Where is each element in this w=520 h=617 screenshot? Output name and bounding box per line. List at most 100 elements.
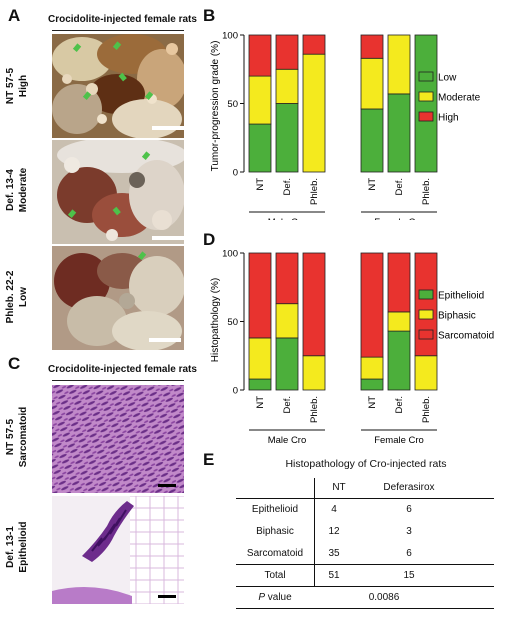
bar-phleb-biphasic	[302, 355, 326, 391]
bar-def-moderate	[275, 68, 299, 104]
legend-label: Sarcomatoid	[438, 331, 494, 342]
x-tick-label: Phleb.	[309, 396, 320, 423]
bar-phleb-biphasic	[414, 355, 438, 391]
group-label: Male Cro	[268, 217, 307, 220]
panel-c-row-label-2: Def. 13-1 Epithelioid	[5, 521, 29, 573]
legend-label: Low	[438, 73, 457, 84]
bar-nt-biphasic	[248, 337, 272, 380]
table-e-header-nt: NT	[332, 482, 346, 493]
legend-label: High	[438, 113, 459, 124]
x-tick-label: Def.	[282, 178, 293, 195]
x-tick-label: NT	[255, 178, 266, 191]
chart-b-ylabel: Tumor-progression grade (%)	[210, 41, 221, 172]
photo-a-def-13-4	[52, 140, 184, 244]
bar-nt-moderate	[248, 75, 272, 125]
chart-b: Tumor-progression grade (%) 0 50 100 NT Def.…	[210, 31, 481, 221]
panel-a-row-label-3: Phleb. 22-2 Low	[5, 270, 29, 324]
bar-nt-epithelioid	[360, 378, 384, 391]
table-e-row-label: Biphasic	[256, 526, 294, 537]
panel-label-c: C	[8, 354, 21, 373]
bar-def-high	[275, 34, 299, 70]
panel-a-title-rule	[52, 30, 184, 31]
bar-nt-low	[248, 123, 272, 173]
bar-phleb-sarcomatoid	[414, 252, 438, 357]
bar-phleb-low	[414, 34, 438, 173]
panel-a-row-label-2: Def. 13-4 Moderate	[5, 167, 29, 213]
group-label: Female Cro	[374, 217, 424, 220]
table-e: NT Deferasirox Epithelioid 4 6 Biphasic …	[236, 478, 494, 609]
bar-nt-low	[360, 108, 384, 173]
panel-a-title: Crocidolite-injected female rats	[48, 14, 197, 25]
x-tick-label: Phleb.	[421, 396, 432, 423]
bar-nt-biphasic	[360, 356, 384, 380]
bar-def-epithelioid	[387, 330, 411, 391]
legend-swatch	[418, 309, 434, 320]
histology-image-sarcomatoid	[52, 385, 184, 493]
bar-phleb-high	[302, 34, 326, 55]
panel-a-row-label-1: NT 57-5 High	[5, 67, 29, 105]
bar-def-sarcomatoid	[387, 252, 411, 313]
photo-a-phleb-22-2	[52, 246, 184, 350]
table-e-vertical-rule	[314, 478, 315, 586]
bar-def-epithelioid	[275, 337, 299, 391]
panel-c-title: Crocidolite-injected female rats	[48, 364, 197, 375]
table-e-cell: 12	[328, 526, 340, 537]
bar-nt-sarcomatoid	[360, 252, 384, 358]
legend-label: Biphasic	[438, 311, 476, 322]
x-tick-label: Def.	[394, 178, 405, 195]
group-label: Female Cro	[374, 435, 424, 443]
panel-c-title-rule	[52, 380, 184, 381]
legend-swatch	[418, 71, 434, 82]
x-tick-label: Phleb.	[309, 178, 320, 205]
photo-a-nt-57-5	[52, 34, 184, 138]
legend-swatch	[418, 111, 434, 122]
table-e-cell: 51	[328, 570, 340, 581]
x-tick-label: NT	[367, 178, 378, 191]
y-tick-label: 0	[233, 386, 238, 397]
table-e-row-label: Sarcomatoid	[246, 548, 304, 559]
table-e-cell: 15	[403, 570, 415, 581]
x-tick-label: NT	[255, 396, 266, 409]
table-e-row-label: Epithelioid	[251, 504, 299, 515]
y-tick-label: 50	[227, 317, 238, 328]
legend-swatch	[418, 289, 434, 300]
chart-d-ylabel: Histopathology (%)	[210, 278, 221, 362]
table-e-total-rule	[236, 564, 494, 565]
table-e-row-label: Total	[264, 570, 286, 581]
panel-c-row-label-1: NT 57-5 Sarcomatoid	[5, 406, 29, 468]
histology-image-epithelioid	[52, 496, 184, 604]
bar-def-biphasic	[387, 311, 411, 332]
panel-label-d: D	[203, 230, 216, 249]
table-e-bottom-rule	[236, 608, 494, 609]
bar-nt-high	[248, 34, 272, 77]
table-e-cell: 3	[406, 526, 412, 537]
bar-def-low	[387, 93, 411, 173]
chart-d: Histopathology (%) 0 50 100 NT Def. Phleb. Mal…	[210, 249, 494, 444]
bar-nt-moderate	[360, 57, 384, 110]
y-tick-label: 0	[233, 168, 238, 179]
bar-phleb-moderate	[302, 53, 326, 173]
bar-def-moderate	[387, 34, 411, 95]
panel-label-e: E	[203, 450, 215, 469]
y-tick-label: 50	[227, 99, 238, 110]
table-e-title: Histopathology of Cro-injected rats	[285, 458, 447, 470]
panel-label-b: B	[203, 6, 216, 25]
bar-def-biphasic	[275, 303, 299, 339]
table-e-pvalue-label: P value	[258, 592, 292, 603]
table-e-cell: 4	[331, 504, 337, 515]
y-tick-label: 100	[222, 31, 238, 42]
bar-nt-high	[360, 34, 384, 59]
bar-nt-sarcomatoid	[248, 252, 272, 339]
legend-swatch	[418, 329, 434, 340]
table-e-pvalue-rule	[236, 586, 494, 587]
group-label: Male Cro	[268, 435, 307, 443]
y-tick-label: 100	[222, 249, 238, 260]
x-tick-label: NT	[367, 396, 378, 409]
legend-swatch	[418, 91, 434, 102]
table-e-cell: 6	[406, 504, 412, 515]
bar-def-low	[275, 103, 299, 173]
table-e-header-rule	[236, 498, 494, 499]
table-e-cell: 35	[328, 548, 340, 559]
table-e-pvalue: 0.0086	[368, 592, 400, 603]
bar-def-sarcomatoid	[275, 252, 299, 305]
